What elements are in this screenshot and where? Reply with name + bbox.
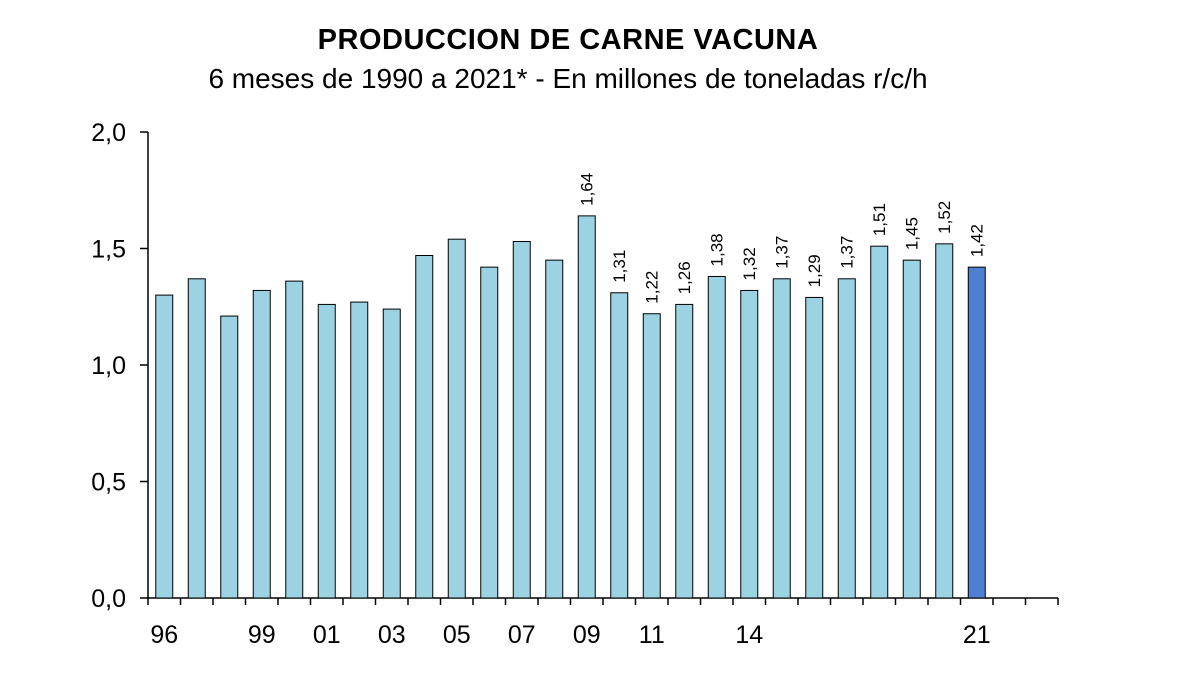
- data-labels: 1,64 1,31 1,22 1,26 1,38 1,32 1,37 1,29 1,37 1,51…: [578, 173, 987, 304]
- chart-title: PRODUCCION DE CARNE VACUNA: [317, 24, 819, 56]
- y-tick-label: 1,0: [91, 352, 126, 380]
- bar: [382, 308, 401, 599]
- x-tick-label: 01: [313, 621, 341, 649]
- bar: [577, 215, 596, 599]
- x-tick-label: 11: [639, 621, 665, 649]
- bar: [480, 266, 499, 599]
- bar: [252, 289, 271, 599]
- data-label: 1,42: [968, 224, 987, 257]
- x-tick-label: 09: [573, 621, 601, 649]
- y-tick-label: 0,5: [91, 469, 126, 497]
- data-label: 1,32: [740, 247, 759, 280]
- y-tick-label: 1,5: [91, 236, 126, 264]
- bar: [902, 259, 921, 599]
- data-label: 1,29: [805, 254, 824, 287]
- data-label: 1,45: [903, 217, 922, 250]
- bar: [512, 241, 531, 599]
- bar: [805, 296, 824, 599]
- bar: [187, 278, 206, 599]
- bars: [155, 215, 986, 599]
- bar: [740, 289, 759, 599]
- data-label: 1,37: [773, 236, 792, 269]
- bar: [675, 303, 694, 599]
- data-label: 1,51: [870, 203, 889, 236]
- bar: [447, 238, 466, 599]
- x-tick-label: 96: [150, 621, 178, 649]
- bar: [220, 315, 239, 599]
- bar: [967, 266, 986, 599]
- bar: [415, 254, 434, 599]
- data-label: 1,26: [675, 261, 694, 294]
- bar: [285, 280, 304, 599]
- data-label: 1,38: [708, 233, 727, 266]
- x-tick-label: 21: [963, 621, 991, 649]
- data-label: 1,52: [935, 201, 954, 234]
- x-tick-label: 14: [735, 621, 763, 649]
- bar: [350, 301, 369, 599]
- y-tick-label: 0,0: [91, 585, 126, 613]
- bar: [642, 313, 661, 599]
- x-tick-label: 07: [508, 621, 536, 649]
- y-tick-label: 2,0: [91, 119, 126, 147]
- x-tick-label: 03: [378, 621, 406, 649]
- bar: [707, 275, 726, 599]
- data-label: 1,22: [643, 271, 662, 304]
- data-label: 1,64: [578, 173, 597, 206]
- bar: [772, 278, 791, 599]
- x-tick-label: 99: [248, 621, 276, 649]
- data-label: 1,37: [838, 236, 857, 269]
- data-label: 1,31: [610, 250, 629, 283]
- y-axis: 0,0 0,5 1,0 1,5 2,0: [91, 119, 149, 613]
- bar: [870, 245, 889, 599]
- bar: [317, 303, 336, 599]
- bar: [610, 292, 629, 599]
- x-axis: 96 99 01 03 05 07 09 11 14 21: [147, 597, 1059, 649]
- bar: [935, 243, 954, 599]
- bar: [545, 259, 564, 599]
- chart-subtitle: 6 meses de 1990 a 2021* - En millones de…: [208, 63, 928, 94]
- x-tick-label: 05: [443, 621, 471, 649]
- bar: [155, 294, 174, 599]
- bar: [837, 278, 856, 599]
